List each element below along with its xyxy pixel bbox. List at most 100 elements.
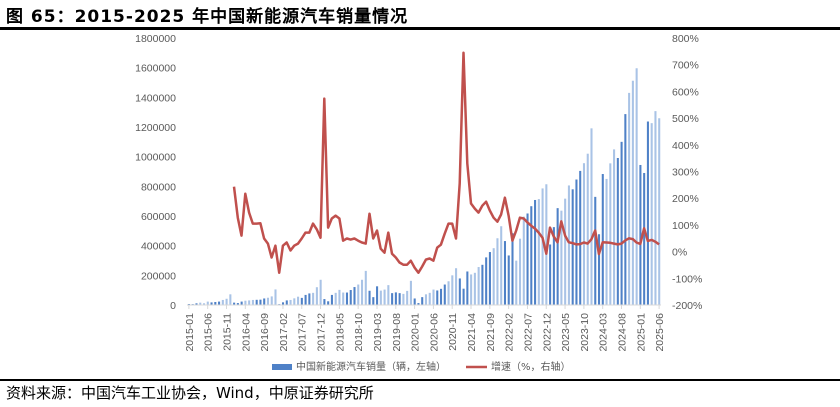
bar [552, 227, 555, 305]
x-tick-label: 2024-03 [598, 313, 610, 352]
bar [417, 303, 420, 305]
bar [616, 158, 619, 305]
bar [406, 290, 409, 305]
bar [462, 288, 465, 305]
legend: 中国新能源汽车销量（辆，左轴） 增速（%，右轴） [272, 360, 571, 373]
bar [500, 226, 503, 305]
bar [199, 302, 202, 305]
bar [360, 279, 364, 305]
bar [255, 299, 258, 305]
right-axis: -200% -100% 0% 100% 200% 300% 400% 500% 600% 700%… [672, 33, 702, 312]
bar [353, 287, 356, 305]
x-tick-label: 2022-02 [504, 313, 516, 352]
bar [334, 292, 337, 305]
bar [601, 174, 604, 305]
bar [436, 290, 439, 305]
bar [210, 302, 213, 305]
bar [473, 272, 476, 305]
bar [402, 293, 405, 305]
bar [236, 303, 239, 305]
bar [248, 300, 251, 305]
x-tick-label: 2016-04 [240, 313, 252, 352]
left-tick-label: 1400000 [135, 92, 176, 104]
bar [195, 303, 198, 305]
bar [383, 289, 386, 305]
bar [251, 299, 254, 305]
x-tick-label: 2017-02 [278, 313, 290, 352]
bar [270, 296, 273, 305]
bar [556, 208, 559, 305]
x-tick-label: 2015-06 [203, 313, 215, 352]
bar [451, 275, 454, 305]
bar [609, 163, 612, 305]
x-tick-label: 2021-09 [485, 313, 497, 352]
bar [229, 294, 232, 305]
bar [488, 252, 491, 305]
line-series [232, 51, 660, 274]
x-tick-label: 2022-12 [541, 313, 553, 352]
bar [518, 238, 522, 305]
left-tick-label: 1200000 [135, 122, 176, 134]
bar [240, 301, 243, 305]
legend-line-label: 增速（%，右轴） [491, 360, 571, 373]
top-rule [0, 27, 840, 30]
bar [481, 264, 484, 305]
bar [590, 128, 593, 305]
bar [327, 301, 330, 305]
bar [285, 300, 288, 305]
left-tick-label: 400000 [141, 241, 176, 253]
x-tick-label: 2025-01 [635, 313, 647, 352]
bar [620, 141, 623, 305]
bar [567, 185, 570, 305]
bar [263, 298, 266, 305]
figure-title: 图 65：2015-2025 年中国新能源汽车销量情况 [6, 7, 409, 27]
x-tick-label: 2024-08 [617, 313, 629, 352]
left-tick-label: 1600000 [135, 63, 176, 75]
bar [507, 255, 510, 305]
right-tick-label: 200% [672, 193, 699, 205]
bar [398, 293, 401, 305]
bar [424, 294, 428, 305]
bar [658, 118, 661, 305]
bar [496, 238, 499, 305]
sales-chart: 0 200000 400000 600000 800000 1000000 1200000 1… [135, 33, 702, 373]
right-tick-label: -200% [672, 300, 702, 312]
left-tick-label: 800000 [141, 181, 176, 193]
bar [635, 68, 638, 305]
right-tick-label: 100% [672, 220, 699, 232]
bar [376, 286, 379, 305]
bar [646, 121, 649, 306]
bar [312, 292, 315, 305]
bar [631, 80, 634, 305]
bar [639, 164, 642, 305]
right-tick-label: -100% [672, 273, 702, 285]
bar [364, 270, 367, 305]
bar [564, 198, 567, 305]
bar [357, 284, 360, 305]
right-tick-label: 300% [672, 167, 699, 179]
bar [225, 298, 228, 305]
bar [613, 149, 616, 305]
x-tick-label: 2025-06 [654, 313, 666, 352]
bar [409, 280, 412, 305]
bar [530, 206, 533, 305]
right-tick-label: 0% [672, 247, 687, 259]
left-axis: 0 200000 400000 600000 800000 1000000 1200000 1… [135, 33, 176, 312]
x-tick-label: 2015-01 [184, 313, 196, 352]
bar [455, 268, 458, 305]
source-note: 资料来源：中国汽车工业协会，Wind，中原证券研究所 [6, 384, 374, 402]
bar [304, 294, 307, 305]
bar [466, 271, 469, 305]
bar [345, 292, 349, 305]
bar [560, 210, 563, 305]
bar [323, 299, 326, 305]
legend-bar-swatch [272, 364, 292, 370]
bar [387, 285, 390, 305]
right-tick-label: 500% [672, 113, 699, 125]
left-tick-label: 1800000 [135, 33, 176, 45]
right-tick-label: 400% [672, 140, 699, 152]
left-tick-label: 1000000 [135, 152, 176, 164]
x-tick-label: 2019-08 [391, 313, 403, 352]
right-tick-label: 700% [672, 60, 699, 72]
bar [281, 302, 285, 305]
